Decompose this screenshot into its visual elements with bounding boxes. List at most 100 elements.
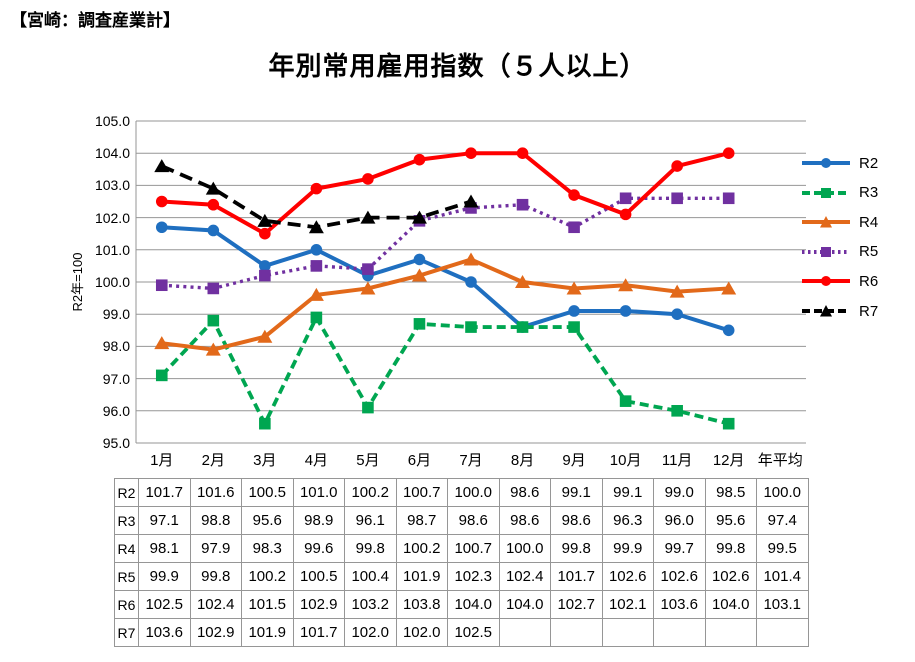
table-cell: 99.8 — [344, 534, 397, 563]
table-cell: 101.7 — [550, 562, 603, 591]
table-cell: 102.6 — [653, 562, 706, 591]
table-cell: 99.1 — [550, 478, 603, 507]
legend-item-R7: R7 — [801, 301, 878, 321]
table-cell: 102.4 — [498, 562, 551, 591]
marker-R3 — [568, 321, 580, 333]
table-cell: 98.3 — [241, 534, 294, 563]
marker-R5 — [516, 198, 529, 211]
table-cell: 103.6 — [138, 618, 191, 647]
marker-R5 — [722, 192, 735, 205]
table-cell: 96.0 — [653, 506, 706, 535]
series-line-R2 — [161, 225, 730, 333]
legend-key-R3 — [802, 187, 850, 198]
table-cell: 98.6 — [447, 506, 500, 535]
table-cell: 100.5 — [292, 562, 345, 591]
y-tick-label: 98.0 — [102, 338, 130, 355]
marker-R7 — [360, 210, 376, 224]
marker-R5 — [310, 260, 323, 272]
marker-R4 — [515, 275, 531, 288]
marker-R5 — [568, 221, 580, 234]
marker-R3 — [671, 405, 683, 417]
table-cell: 102.3 — [447, 562, 500, 591]
table-cell — [550, 618, 603, 647]
table-cell — [498, 618, 551, 647]
marker-R6 — [155, 195, 168, 208]
table-cell: 100.5 — [241, 478, 294, 507]
legend-label: R6 — [859, 272, 879, 290]
table-cell: 101.9 — [241, 618, 294, 647]
table-cell: 102.1 — [601, 590, 654, 619]
table-cell: 95.6 — [241, 506, 294, 535]
y-tick-label: 96.0 — [102, 402, 130, 419]
x-axis-label: 10月 — [609, 452, 642, 469]
marker-R4 — [566, 281, 582, 295]
marker-R4 — [308, 287, 324, 301]
table-cell: 102.6 — [704, 562, 757, 591]
table-cell: 99.8 — [189, 562, 242, 591]
marker-R7 — [154, 159, 170, 173]
marker-R4 — [205, 342, 221, 356]
marker-R2 — [619, 305, 632, 317]
table-cell: 104.0 — [447, 590, 500, 619]
table-row-R3: R3 97.1 98.8 95.6 98.9 96.1 98.7 98.6 98.6 98.6 96… — [114, 506, 809, 535]
marker-R7 — [411, 210, 427, 224]
table-cell-annual-average: 101.4 — [756, 562, 809, 591]
table-cell: 101.9 — [395, 562, 448, 591]
table-cell-annual-average: 103.1 — [756, 590, 809, 619]
table-cell: 100.2 — [395, 534, 448, 563]
marker-R4 — [154, 336, 170, 350]
marker-R4 — [721, 281, 737, 295]
marker-R7 — [463, 194, 479, 208]
table-cell: 101.0 — [292, 478, 345, 507]
table-row-R6: R6 102.5 102.4 101.5 102.9 103.2 103.8 104.0 104… — [114, 590, 809, 619]
legend-marker — [820, 216, 832, 228]
row-header: R7 — [114, 618, 139, 647]
table-cell: 100.2 — [344, 478, 397, 507]
marker-R4 — [618, 278, 634, 292]
table-cell: 102.6 — [601, 562, 654, 591]
chart-canvas — [135, 120, 806, 444]
legend-key-R2 — [802, 158, 850, 168]
table-cell: 97.9 — [189, 534, 242, 563]
marker-R3 — [722, 417, 735, 430]
table-cell: 98.6 — [498, 478, 551, 507]
table-cell-annual-average — [756, 618, 809, 647]
x-axis-label: 4月 — [304, 452, 329, 469]
legend-key-R6 — [802, 276, 850, 287]
table-cell: 97.1 — [138, 506, 191, 535]
table-cell: 98.5 — [704, 478, 757, 507]
marker-R5 — [259, 269, 271, 282]
y-tick-label: 100.0 — [94, 274, 130, 290]
table-cell — [653, 618, 706, 647]
legend-item-R2: R2 — [801, 153, 878, 173]
row-header: R3 — [114, 506, 139, 535]
row-header: R2 — [114, 478, 139, 507]
marker-R2 — [722, 324, 735, 337]
legend-label: R3 — [859, 184, 879, 202]
legend-marker — [821, 158, 831, 168]
table-cell: 99.1 — [601, 478, 654, 507]
x-axis-label: 年平均 — [757, 452, 803, 469]
table-cell: 99.7 — [653, 534, 706, 563]
legend-marker — [821, 187, 831, 198]
x-axis-label: 11月 — [661, 452, 693, 469]
legend-key-R7 — [802, 305, 850, 317]
marker-R2 — [465, 276, 477, 288]
legend-marker — [820, 305, 832, 317]
table-cell: 99.9 — [601, 534, 654, 563]
x-axis-label: 5月 — [356, 452, 380, 469]
table-cell: 95.6 — [704, 506, 757, 535]
table-cell: 99.8 — [550, 534, 603, 563]
marker-R4 — [360, 281, 376, 295]
marker-R3 — [259, 417, 271, 430]
marker-R6 — [671, 160, 683, 172]
table-row-R4: R4 98.1 97.9 98.3 99.6 99.8 100.2 100.7 100.0 99.… — [114, 534, 809, 563]
marker-R6 — [207, 198, 220, 211]
marker-R6 — [516, 147, 529, 159]
table-cell: 96.3 — [601, 506, 654, 535]
table-cell-annual-average: 100.0 — [756, 478, 809, 507]
x-axis-label: 6月 — [407, 452, 432, 469]
table-row-R2: R2 101.7 101.6 100.5 101.0 100.2 100.7 100.0 98.… — [114, 478, 809, 507]
marker-R4 — [411, 268, 427, 282]
table-cell: 100.4 — [344, 562, 397, 591]
